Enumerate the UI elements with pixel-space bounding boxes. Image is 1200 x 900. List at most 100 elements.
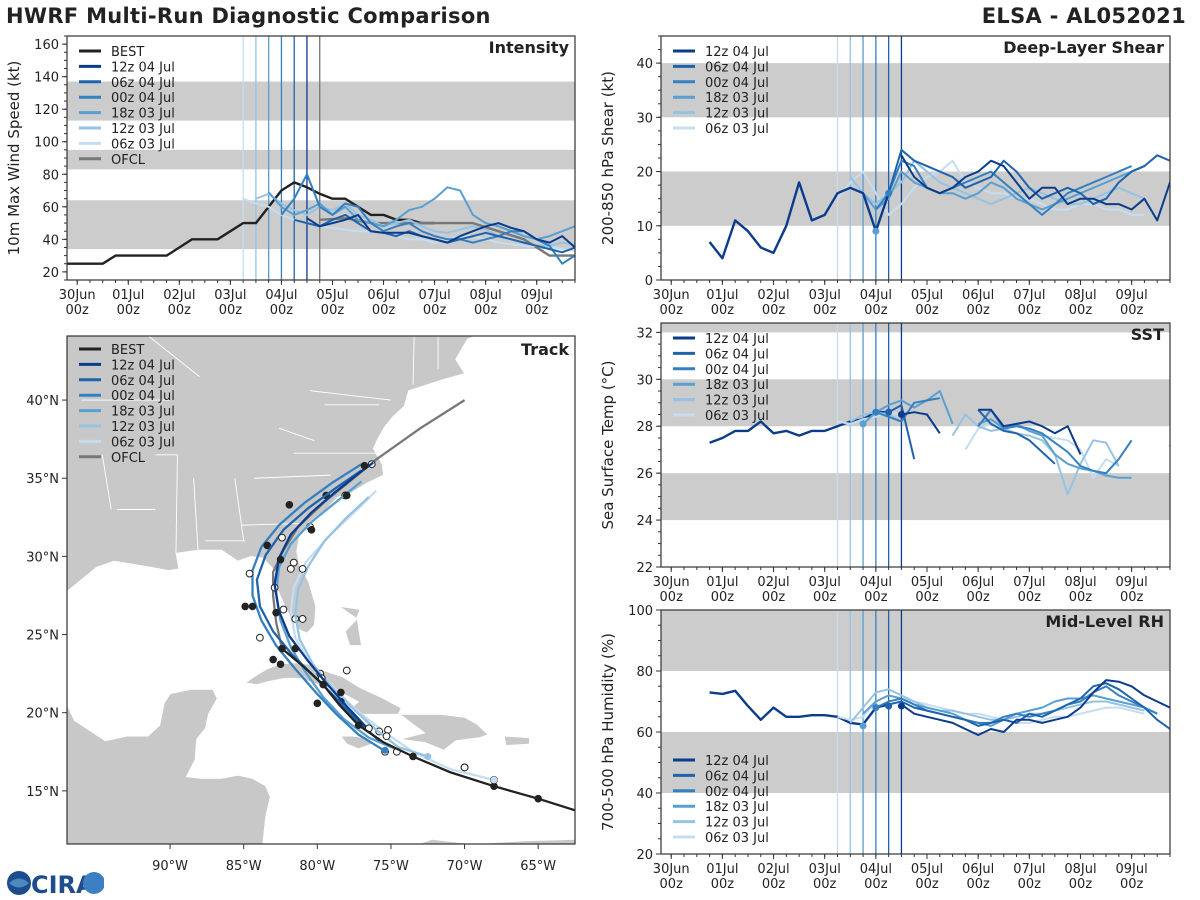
track-dot bbox=[360, 461, 369, 470]
shear-title: Deep-Layer Shear bbox=[1003, 38, 1164, 57]
rh-title: Mid-Level RH bbox=[1045, 612, 1164, 631]
sst-legend-label: 18z 03 Jul bbox=[705, 378, 769, 393]
state-border bbox=[175, 454, 178, 554]
intensity-xtick-label: 02Jul bbox=[163, 288, 195, 303]
intensity-legend-label: 06z 03 Jul bbox=[111, 137, 175, 152]
track-open-dot bbox=[460, 763, 469, 772]
track-ytick-label: 15°N bbox=[26, 785, 59, 800]
track-line bbox=[255, 469, 380, 742]
sst-legend-label: 00z 04 Jul bbox=[705, 363, 769, 378]
track-dot bbox=[248, 602, 257, 611]
state-border bbox=[101, 454, 112, 510]
sst-ytick-label: 32 bbox=[636, 326, 653, 341]
sst-ytick-label: 22 bbox=[636, 561, 653, 576]
sst-xtick-label: 30Jun bbox=[653, 575, 690, 590]
track-line bbox=[274, 480, 399, 752]
rh-ytick-label: 60 bbox=[636, 726, 653, 741]
track-dot bbox=[534, 794, 542, 803]
rh-xtick-label: 07Jul bbox=[1013, 862, 1045, 877]
shear-legend-label: 00z 04 Jul bbox=[705, 76, 769, 91]
rh-xtick-label: 05Jul bbox=[911, 862, 943, 877]
logo-swirl-icon bbox=[9, 878, 29, 888]
shear-xtick-label: 08Jul bbox=[1064, 288, 1096, 303]
track-open-dot bbox=[255, 633, 264, 642]
intensity-plot-area bbox=[67, 36, 575, 280]
sst-xtick-label: 05Jul bbox=[911, 575, 943, 590]
shear-xtick-label: 00z bbox=[915, 303, 939, 318]
sst-xtick-label: 00z bbox=[1018, 590, 1042, 605]
rh-xtick-label: 06Jul bbox=[962, 862, 994, 877]
track-dot bbox=[241, 602, 249, 611]
rh-xtick-label: 00z bbox=[813, 877, 837, 892]
sst-xtick-label: 07Jul bbox=[1013, 575, 1045, 590]
track-init-marker bbox=[424, 752, 432, 760]
track-dot bbox=[276, 555, 285, 564]
rh-threshold-band bbox=[661, 732, 1170, 793]
track-ytick-label: 25°N bbox=[26, 629, 59, 644]
rh-legend-label: 18z 03 Jul bbox=[705, 800, 769, 815]
track-line bbox=[251, 463, 385, 752]
sst-legend-label: 06z 04 Jul bbox=[705, 347, 769, 362]
main-title: HWRF Multi-Run Diagnostic Comparison bbox=[6, 4, 491, 28]
shear-xtick-label: 07Jul bbox=[1013, 288, 1045, 303]
intensity-ytick-label: 100 bbox=[34, 136, 59, 151]
track-xtick-label: 90°W bbox=[152, 859, 188, 874]
track-dot bbox=[276, 660, 285, 669]
shear-xtick-label: 00z bbox=[1120, 303, 1144, 318]
track-legend-label: 06z 03 Jul bbox=[111, 435, 175, 450]
track-legend-label: 06z 04 Jul bbox=[111, 374, 175, 389]
sst-threshold-band bbox=[661, 473, 1170, 521]
shear-series-line bbox=[862, 165, 1145, 211]
sst-xtick-label: 00z bbox=[1120, 590, 1144, 605]
rh-xtick-label: 09Jul bbox=[1116, 862, 1148, 877]
track-dot bbox=[337, 688, 345, 697]
shear-legend-label: 06z 03 Jul bbox=[705, 122, 769, 137]
rh-init-marker bbox=[859, 722, 867, 730]
sst-plot-area bbox=[661, 323, 1170, 567]
track-open-dot bbox=[382, 732, 391, 741]
shear-legend-label: 18z 03 Jul bbox=[705, 91, 769, 106]
intensity-legend-label: 18z 03 Jul bbox=[111, 107, 175, 122]
sst-xtick-label: 00z bbox=[864, 590, 888, 605]
track-open-dot bbox=[298, 615, 307, 623]
intensity-xtick-label: 00z bbox=[219, 303, 243, 318]
intensity-ytick-label: 40 bbox=[42, 233, 59, 248]
rh-legend-label: 12z 03 Jul bbox=[705, 816, 769, 831]
intensity-xtick-label: 00z bbox=[66, 303, 90, 318]
sst-legend-label: 12z 03 Jul bbox=[705, 394, 769, 409]
intensity-legend-label: 12z 04 Jul bbox=[111, 60, 175, 75]
rh-xtick-label: 00z bbox=[915, 877, 939, 892]
shear-legend-label: 12z 03 Jul bbox=[705, 107, 769, 122]
sst-legend-label: 06z 03 Jul bbox=[705, 409, 769, 424]
intensity-ytick-label: 60 bbox=[42, 201, 59, 216]
rh-threshold-band bbox=[661, 610, 1170, 671]
rh-init-marker bbox=[897, 702, 905, 710]
rh-plot-area bbox=[661, 610, 1170, 854]
sst-init-marker bbox=[885, 408, 893, 416]
bahamas-land bbox=[339, 606, 362, 646]
sst-xtick-label: 04Jul bbox=[860, 575, 892, 590]
shear-series-line bbox=[875, 159, 1132, 216]
intensity-xtick-label: 03Jul bbox=[214, 288, 246, 303]
shear-xtick-label: 30Jun bbox=[653, 288, 690, 303]
track-dot bbox=[272, 608, 280, 617]
sst-series-line bbox=[875, 397, 1133, 475]
rh-xtick-label: 03Jul bbox=[809, 862, 841, 877]
intensity-xtick-label: 00z bbox=[372, 303, 396, 318]
track-init-marker bbox=[490, 776, 498, 784]
shear-init-marker bbox=[885, 189, 893, 197]
intensity-xtick-label: 06Jul bbox=[367, 288, 399, 303]
rh-legend-label: 06z 03 Jul bbox=[705, 831, 769, 846]
intensity-series-line bbox=[267, 186, 575, 241]
track-init-marker bbox=[381, 746, 389, 754]
sst-xtick-label: 00z bbox=[915, 590, 939, 605]
shear-ytick-label: 20 bbox=[636, 166, 653, 181]
track-xtick-label: 80°W bbox=[299, 859, 335, 874]
shear-xtick-label: 01Jul bbox=[706, 288, 738, 303]
track-xtick-label: 75°W bbox=[373, 859, 409, 874]
rh-ytick-label: 100 bbox=[628, 604, 653, 619]
shear-xtick-label: 00z bbox=[1018, 303, 1042, 318]
sst-legend-label: 12z 04 Jul bbox=[705, 332, 769, 347]
